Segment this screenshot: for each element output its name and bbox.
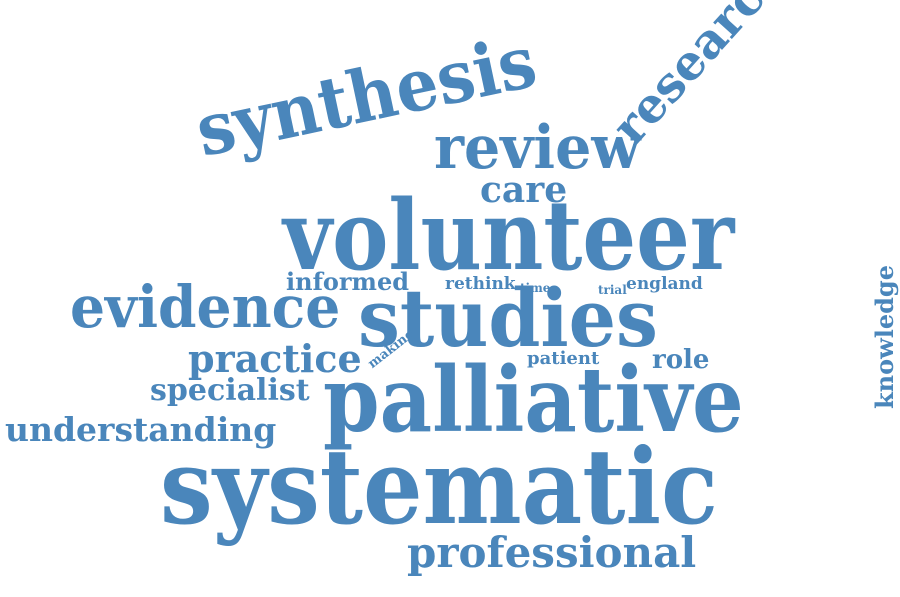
word-evidence: evidence bbox=[70, 273, 341, 341]
word-volunteer: volunteer bbox=[283, 179, 735, 292]
word-rethink: rethink bbox=[445, 274, 516, 294]
word-care: care bbox=[480, 169, 568, 211]
word-professional: professional bbox=[407, 528, 697, 577]
word-time: time bbox=[520, 281, 551, 295]
word-specialist: specialist bbox=[150, 373, 310, 408]
word-informed: informed bbox=[286, 267, 409, 296]
word-systematic: systematic bbox=[160, 425, 719, 548]
word-patient: patient bbox=[527, 348, 600, 369]
word-england: england bbox=[626, 274, 703, 294]
word-palliative: palliative bbox=[323, 347, 744, 453]
word-trial: trial bbox=[598, 283, 627, 297]
word-practice: practice bbox=[188, 336, 362, 381]
word-studies: studies bbox=[358, 271, 658, 365]
word-role: role bbox=[652, 345, 710, 375]
word-review: review bbox=[434, 113, 641, 183]
word-understanding: understanding bbox=[5, 410, 277, 449]
word-research: research bbox=[601, 0, 800, 156]
word-knowledge: knowledge bbox=[869, 265, 899, 409]
